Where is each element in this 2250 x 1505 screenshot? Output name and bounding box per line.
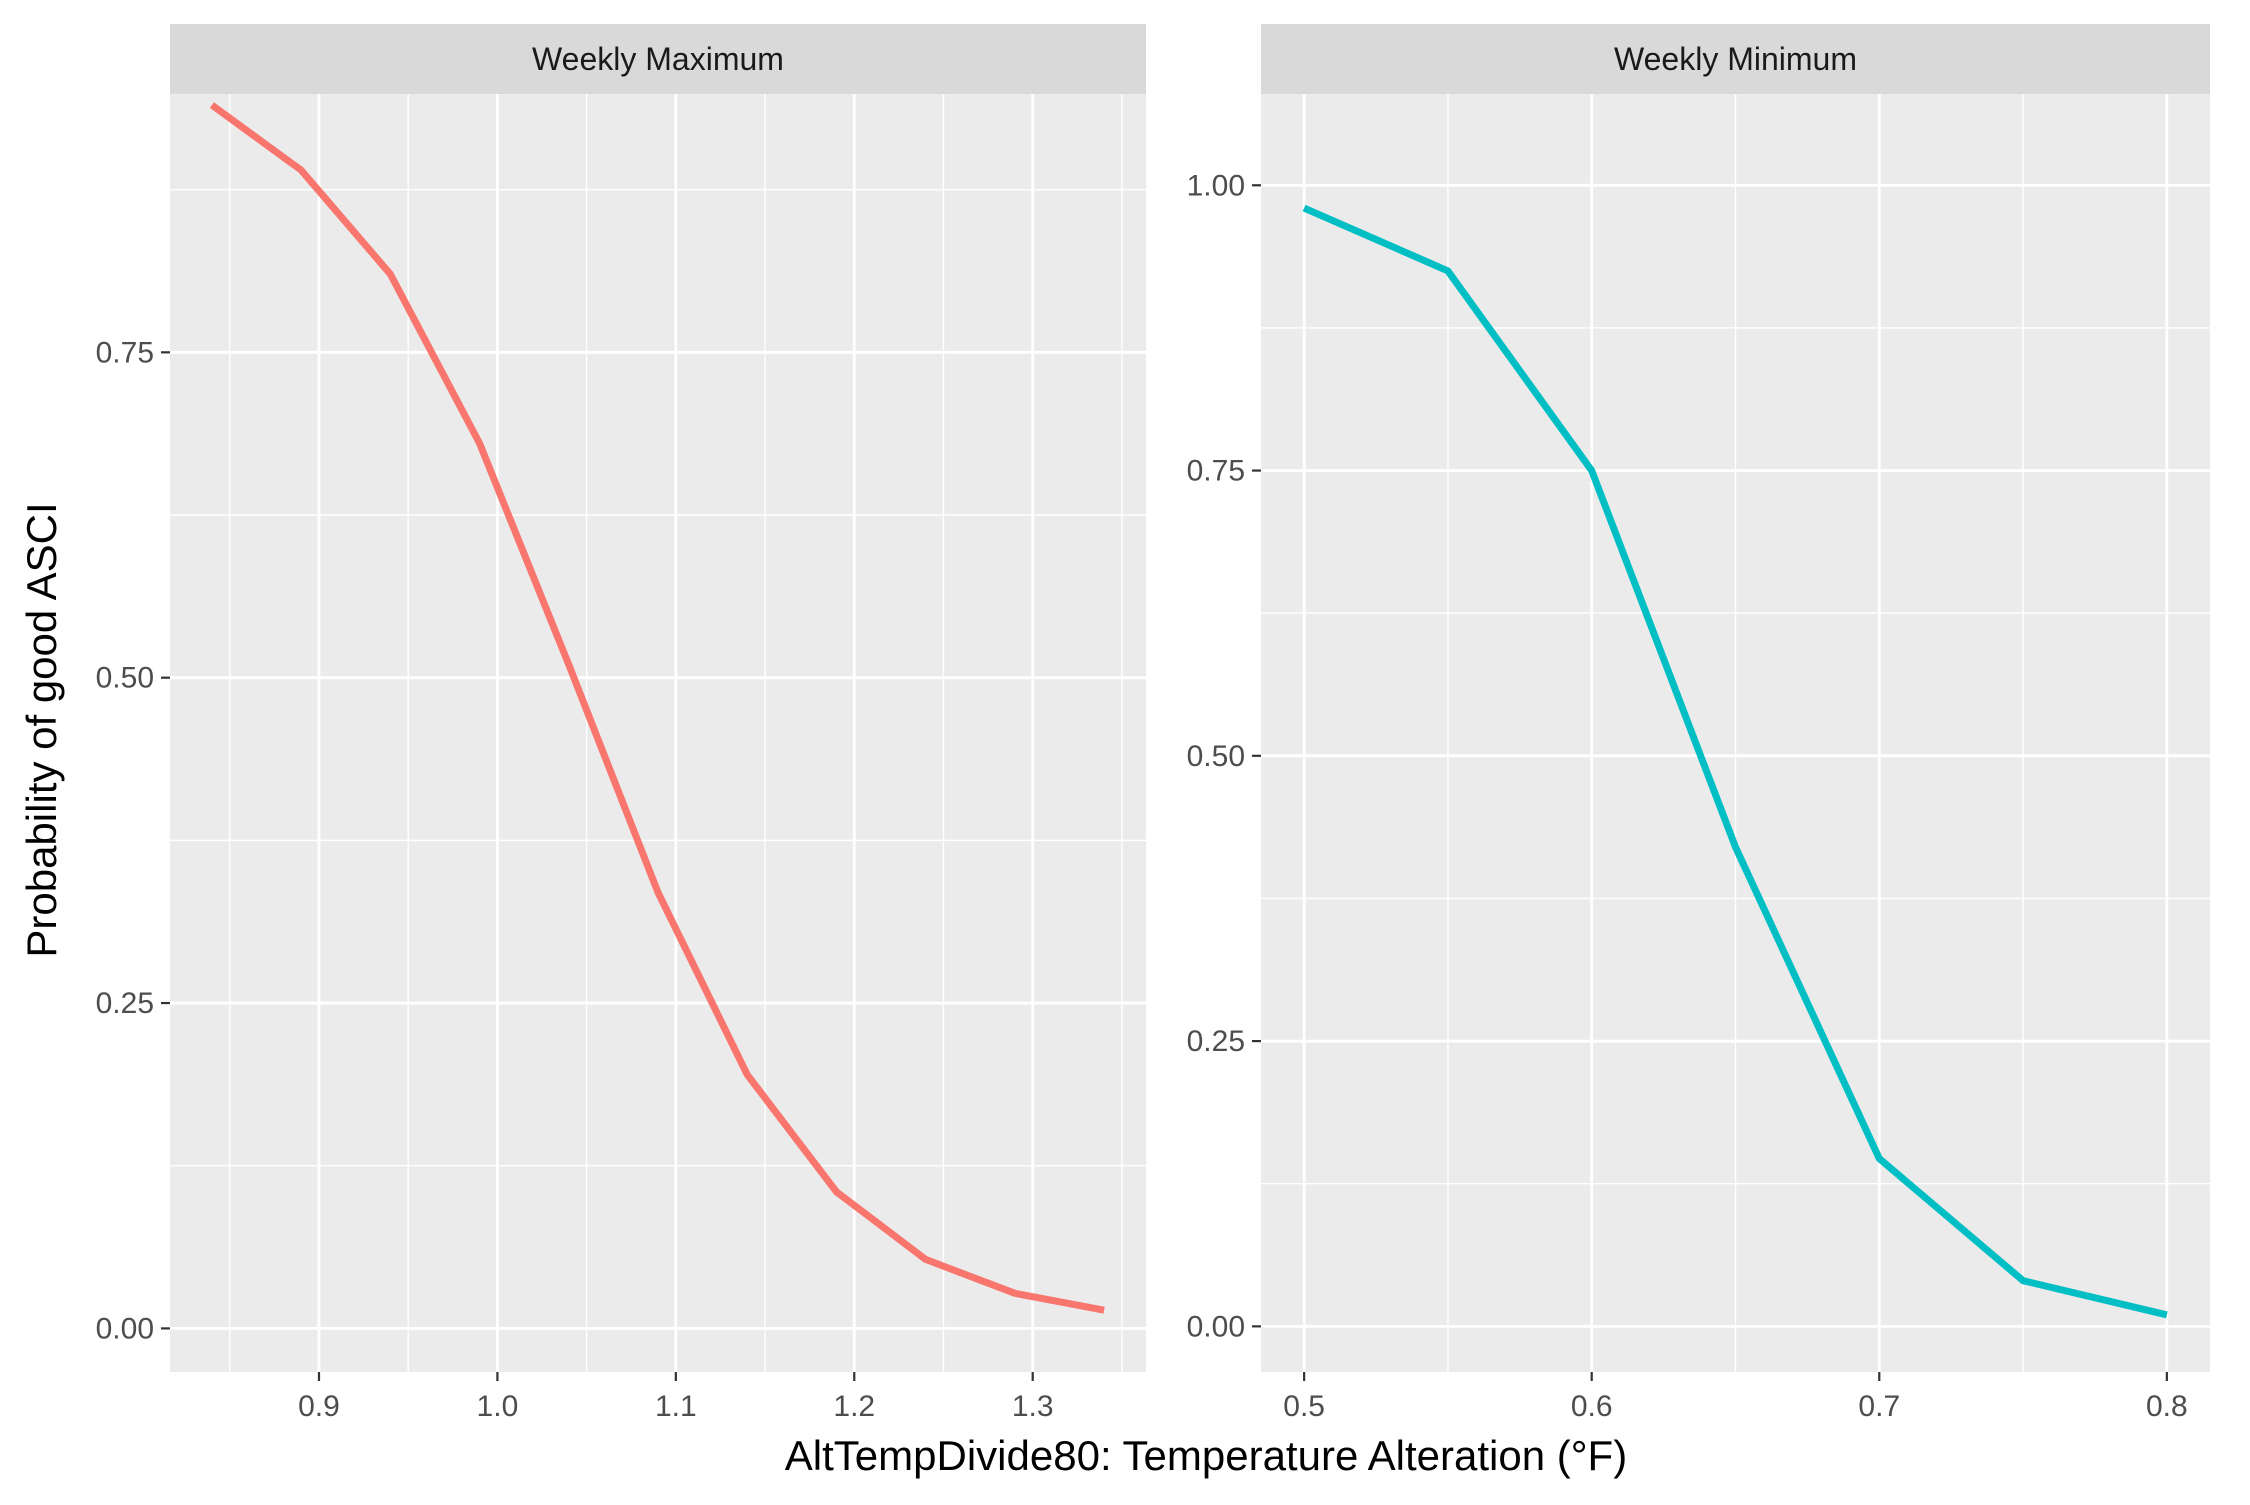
data-point bbox=[1588, 467, 1595, 474]
y-tick-label: 0.00 bbox=[1187, 1310, 1245, 1343]
y-axis-title: Probability of good ASCI bbox=[18, 502, 65, 957]
data-point bbox=[1101, 1307, 1108, 1314]
data-point bbox=[922, 1256, 929, 1263]
series-line bbox=[209, 102, 1105, 1314]
x-tick-label: 1.3 bbox=[1012, 1390, 1054, 1423]
y-tick-label: 0.50 bbox=[96, 662, 154, 695]
data-point bbox=[1732, 844, 1739, 851]
data-point bbox=[2163, 1311, 2170, 1318]
x-tick-label: 0.7 bbox=[1858, 1390, 1900, 1423]
y-tick-label: 0.75 bbox=[1187, 455, 1245, 488]
x-tick-label: 1.0 bbox=[477, 1390, 519, 1423]
series-line bbox=[1302, 204, 2168, 1319]
data-point bbox=[833, 1188, 840, 1195]
panel-2: Weekly Minimum 0.5 0.6 0.7 0.8 0.00 0.25 0.50 0.… bbox=[1187, 24, 2210, 1423]
data-point bbox=[208, 102, 215, 109]
data-point bbox=[387, 271, 394, 278]
strip-label: Weekly Minimum bbox=[1614, 41, 1857, 77]
x-tick-label: 0.6 bbox=[1571, 1390, 1613, 1423]
y-tick-label: 0.00 bbox=[96, 1312, 154, 1345]
data-point bbox=[1444, 267, 1451, 274]
y-tick-label: 0.50 bbox=[1187, 740, 1245, 773]
data-point bbox=[1011, 1290, 1018, 1297]
x-tick-label: 0.5 bbox=[1283, 1390, 1325, 1423]
y-tick-label: 0.25 bbox=[96, 987, 154, 1020]
strip-background bbox=[1261, 24, 2210, 94]
panels-layer: Weekly Maximum 0.9 1.0 1.1 1.2 1.3 0.00 0.25 0.5… bbox=[96, 24, 2210, 1423]
data-point bbox=[744, 1071, 751, 1078]
panel-background bbox=[170, 94, 1146, 1372]
x-axis-title: AltTempDivide80: Temperature Alteration … bbox=[785, 1432, 1627, 1479]
x-tick-label: 1.1 bbox=[655, 1390, 697, 1423]
x-tick-label: 1.2 bbox=[833, 1390, 875, 1423]
strip-label: Weekly Maximum bbox=[532, 41, 784, 77]
data-point bbox=[298, 167, 305, 174]
x-tick-label: 0.9 bbox=[298, 1390, 340, 1423]
data-point bbox=[2020, 1277, 2027, 1284]
data-point bbox=[1301, 205, 1308, 212]
panel-1: Weekly Maximum 0.9 1.0 1.1 1.2 1.3 0.00 0.25 0.5… bbox=[96, 24, 1146, 1423]
y-tick-label: 0.75 bbox=[96, 336, 154, 369]
data-point bbox=[565, 661, 572, 668]
x-tick-label: 0.8 bbox=[2146, 1390, 2188, 1423]
data-point bbox=[1876, 1155, 1883, 1162]
strip-background bbox=[170, 24, 1146, 94]
data-point bbox=[476, 440, 483, 447]
data-point bbox=[655, 889, 662, 896]
y-tick-label: 0.25 bbox=[1187, 1025, 1245, 1058]
y-tick-label: 1.00 bbox=[1187, 169, 1245, 202]
